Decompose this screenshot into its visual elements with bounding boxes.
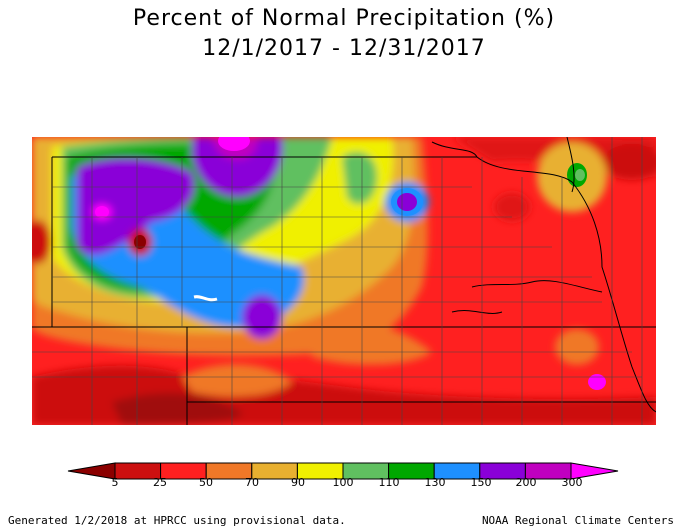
county-grid — [32, 137, 643, 425]
legend-label-110: 110 — [378, 476, 400, 489]
legend-arrow-high — [570, 462, 619, 480]
footer-source: NOAA Regional Climate Centers — [481, 514, 674, 527]
precip-contours — [32, 137, 656, 425]
map-subtitle: 12/1/2017 - 12/31/2017 — [202, 36, 486, 61]
legend-label-90: 90 — [291, 476, 305, 489]
legend-label-150: 150 — [470, 476, 492, 489]
footer-generated-note: Generated 1/2/2018 at HPRCC using provis… — [8, 514, 346, 527]
legend-label-70: 70 — [245, 476, 259, 489]
legend-label-200: 200 — [515, 476, 537, 489]
legend-label-100: 100 — [332, 476, 354, 489]
precipitation-map — [32, 137, 656, 425]
legend-label-300: 300 — [561, 476, 583, 489]
legend-label-25: 25 — [153, 476, 167, 489]
map-title: Percent of Normal Precipitation (%) — [132, 6, 556, 31]
legend-label-5: 5 — [111, 476, 119, 489]
legend-label-130: 130 — [424, 476, 446, 489]
color-legend — [67, 462, 619, 480]
legend-label-50: 50 — [199, 476, 213, 489]
county-boundaries — [32, 137, 656, 425]
